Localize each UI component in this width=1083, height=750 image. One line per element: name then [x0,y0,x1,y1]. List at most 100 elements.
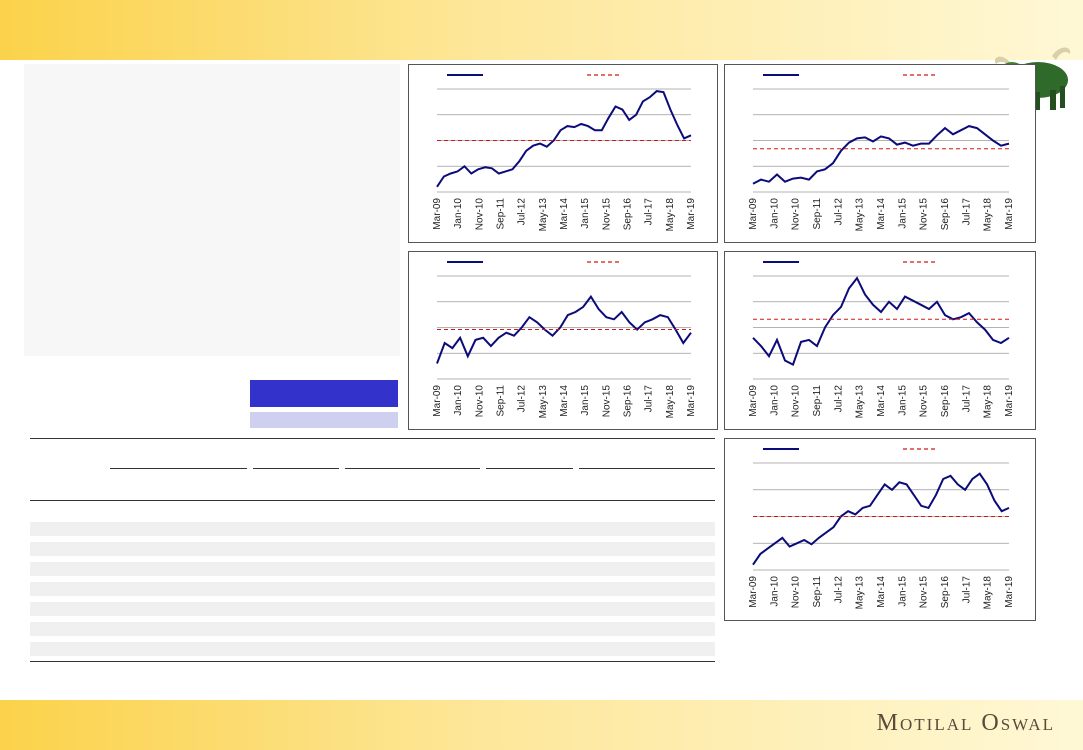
x-tick-label: Jan-15 [580,385,591,416]
x-tick-label: Nov-10 [791,576,802,609]
x-tick-label: May-18 [983,576,994,610]
series-line [752,276,1010,367]
x-tick-label: Jan-10 [769,576,780,607]
x-tick-label: Nov-15 [919,385,930,418]
x-tick-label: Nov-10 [474,198,485,231]
text-panel [24,64,400,356]
x-tick-label: Mar-09 [432,198,443,230]
x-tick-label: Jul-12 [517,385,528,413]
x-tick-label: Mar-09 [748,198,759,230]
x-tick-label: Jul-12 [833,385,844,413]
x-tick-label: Sep-11 [812,385,823,417]
table-group-rule [345,468,480,469]
x-tick-label: Jul-12 [833,576,844,604]
table-header-rule [30,500,715,501]
x-tick-label: Jan-10 [769,198,780,229]
x-tick-label: May-18 [983,198,994,232]
chart-2: Mar-09 Jan-10 Nov-10 Sep-11 Jul-12 May-13 Mar-… [724,64,1036,243]
x-tick-label: Jan-15 [897,576,908,607]
x-tick-label: Mar-09 [748,385,759,417]
x-tick-label: Mar-19 [1004,385,1015,417]
table-bottom-rule [30,661,715,662]
series-line [436,90,692,188]
x-tick-label: May-13 [855,198,866,232]
x-tick-label: Nov-15 [919,198,930,231]
x-tick-label: Mar-14 [876,198,887,230]
x-tick-label: Jul-17 [961,576,972,604]
x-tick-label: Mar-19 [1004,576,1015,608]
x-tick-label: Sep-11 [496,198,507,230]
x-tick-label: Nov-10 [791,385,802,418]
subhighlight-bar [250,412,398,428]
x-tick-label: Nov-15 [601,385,612,418]
table-row [30,622,715,636]
x-tick-label: Mar-19 [1004,198,1015,230]
data-table [30,438,715,663]
table-group-rule [110,468,247,469]
chart-5: Mar-09 Jan-10 Nov-10 Sep-11 Jul-12 May-13 Mar-… [724,438,1036,621]
x-tick-label: Jul-17 [644,198,655,226]
x-tick-label: Jan-10 [769,385,780,416]
x-tick-label: Sep-16 [940,385,951,418]
header-band [0,0,1083,60]
x-tick-label: May-13 [538,385,549,419]
x-tick-label: Jan-15 [897,385,908,416]
chart-4-svg: Mar-09 Jan-10 Nov-10 Sep-11 Jul-12 May-13 Mar-… [748,261,1015,419]
table-top-rule [30,438,715,439]
x-tick-label: Sep-16 [623,385,634,418]
x-tick-label: Mar-19 [686,198,697,230]
x-tick-label: Jan-15 [580,198,591,229]
x-tick-label: Mar-09 [748,576,759,608]
chart-4: Mar-09 Jan-10 Nov-10 Sep-11 Jul-12 May-13 Mar-… [724,251,1036,430]
series-line [752,125,1010,185]
x-tick-label: May-18 [665,385,676,419]
table-row [30,602,715,616]
x-tick-label: Nov-15 [601,198,612,231]
table-row [30,582,715,596]
x-tick-label: May-18 [665,198,676,232]
x-tick-label: Sep-16 [940,198,951,231]
series-line [752,472,1010,566]
x-tick-label: May-13 [538,198,549,232]
table-group-rule [579,468,715,469]
table-row [30,542,715,556]
table-row [30,522,715,536]
chart-5-svg: Mar-09 Jan-10 Nov-10 Sep-11 Jul-12 May-13 Mar-… [748,448,1015,610]
x-tick-label: Mar-14 [876,385,887,417]
x-tick-label: Sep-16 [623,198,634,231]
x-tick-label: Sep-16 [940,576,951,609]
x-tick-label: Jul-12 [517,198,528,226]
x-tick-label: May-13 [855,385,866,419]
x-tick-label: Sep-11 [812,198,823,230]
footer-band [0,700,1083,750]
x-tick-label: Jul-12 [833,198,844,226]
brand-logo: Motilal Oswal [876,710,1055,736]
x-tick-label: Mar-14 [559,198,570,230]
highlight-bar [250,380,398,407]
x-tick-label: Sep-11 [496,385,507,417]
x-tick-label: May-13 [855,576,866,610]
x-tick-label: Jan-10 [453,385,464,416]
x-tick-label: Sep-11 [812,576,823,608]
x-tick-label: Nov-10 [474,385,485,418]
x-tick-label: Jul-17 [644,385,655,413]
x-tick-label: Nov-15 [919,576,930,609]
x-tick-label: Mar-19 [686,385,697,417]
chart-1: Mar-09 Jan-10 Nov-10 Sep-11 Jul-12 May-13 Mar-… [408,64,718,243]
x-tick-label: Jan-10 [453,198,464,229]
x-tick-label: Jan-15 [897,198,908,229]
x-tick-label: Jul-17 [961,198,972,226]
x-tick-label: Nov-10 [791,198,802,231]
chart-3: Mar-09 Jan-10 Nov-10 Sep-11 Jul-12 May-13 Mar-… [408,251,718,430]
table-group-rule [486,468,573,469]
chart-2-svg: Mar-09 Jan-10 Nov-10 Sep-11 Jul-12 May-13 Mar-… [748,74,1015,232]
table-row [30,562,715,576]
table-group-rule [253,468,339,469]
chart-3-svg: Mar-09 Jan-10 Nov-10 Sep-11 Jul-12 May-13 Mar-… [432,261,697,419]
chart-1-svg: Mar-09 Jan-10 Nov-10 Sep-11 Jul-12 May-13 Mar-… [432,74,697,232]
x-tick-label: Mar-09 [432,385,443,417]
x-tick-label: Jul-17 [961,385,972,413]
x-tick-label: May-18 [983,385,994,419]
x-tick-label: Mar-14 [559,385,570,417]
series-line [436,294,692,364]
